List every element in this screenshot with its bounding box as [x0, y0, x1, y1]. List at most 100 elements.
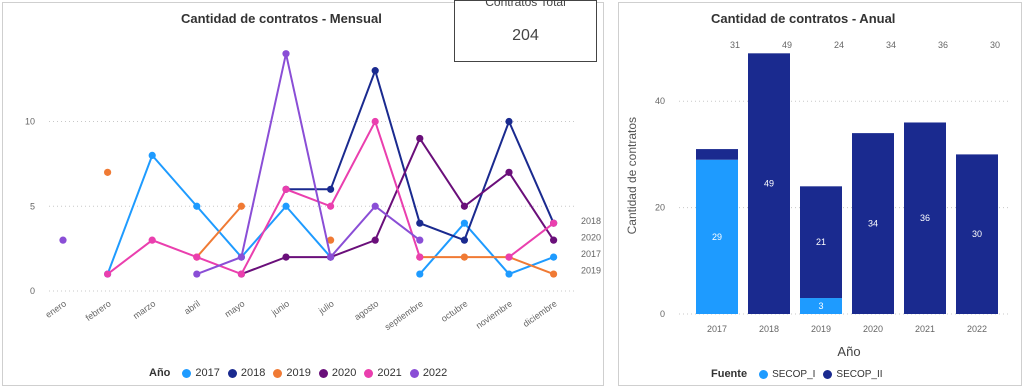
data-point-2017	[148, 151, 156, 159]
end-label: 2019	[581, 266, 601, 276]
annual-legend-items: SECOP_I SECOP_II	[755, 369, 883, 380]
legend-dot-2017	[182, 368, 192, 378]
data-point-2021	[371, 117, 379, 126]
bar-SECOP_II	[956, 154, 998, 314]
data-point-2018	[505, 117, 513, 126]
x-tick-label: enero	[44, 298, 69, 319]
monthly-legend-items: 2017 2018 2019 2020 2021 2022	[178, 367, 447, 379]
legend-label-2022: 2022	[422, 367, 448, 379]
legend-label-SECOP_II: SECOP_II	[836, 368, 883, 380]
data-point-2017	[550, 253, 558, 261]
bar-value-label: 21	[816, 237, 826, 247]
data-point-2019	[460, 253, 468, 261]
data-point-2020	[460, 202, 468, 210]
series-line-2021	[106, 118, 421, 276]
total-label: 36	[938, 40, 948, 50]
legend-label-2018: 2018	[240, 367, 266, 379]
bar-SECOP_II	[748, 53, 790, 314]
bar-value-label: 30	[972, 229, 982, 239]
data-point-2021	[237, 270, 245, 278]
x-tick-label: 2022	[967, 324, 987, 334]
x-tick-label: 2021	[915, 324, 935, 334]
monthly-legend-title: Año	[149, 367, 171, 379]
bar-value-label: 3	[818, 301, 823, 311]
x-axis-title: Año	[837, 344, 860, 359]
data-point-2021	[148, 236, 156, 244]
data-point-2020	[505, 168, 513, 176]
total-contracts-label: Contratos Total	[485, 0, 566, 9]
data-point-2021	[193, 253, 201, 261]
data-point-2020	[282, 253, 290, 261]
end-label: 2017	[581, 249, 601, 259]
data-point-2017	[460, 219, 468, 227]
x-tick-label: junio	[269, 298, 291, 318]
x-tick-label: noviembre	[474, 298, 514, 330]
x-tick-label: julio	[316, 298, 336, 316]
data-point-2019	[327, 236, 335, 244]
x-tick-label: septiembre	[383, 298, 425, 332]
x-tick-label: marzo	[131, 298, 157, 321]
data-point-2021	[327, 202, 335, 210]
bar-value-label: 34	[868, 219, 878, 229]
data-point-2022	[327, 253, 335, 261]
data-point-2017	[282, 202, 290, 210]
data-point-2018	[416, 219, 424, 227]
x-tick-label: octubre	[439, 298, 469, 323]
annual-chart-title: Cantidad de contratos - Anual	[711, 11, 896, 26]
data-point-2020	[416, 134, 424, 143]
total-contracts-card: Contratos Total 204	[454, 0, 597, 62]
data-point-2020	[550, 236, 558, 244]
annual-legend-title: Fuente	[711, 368, 748, 380]
data-point-2017	[416, 270, 424, 278]
total-label: 24	[834, 40, 844, 50]
legend-dot-2021	[364, 368, 374, 378]
legend-dot-2020	[318, 368, 328, 378]
data-point-2022	[282, 50, 290, 58]
bar-SECOP_II	[800, 186, 842, 299]
y-tick-label: 10	[25, 117, 35, 127]
x-tick-label: 2019	[811, 324, 831, 334]
legend-dot-2022	[409, 368, 419, 378]
data-point-2022	[416, 236, 424, 244]
legend-dot-2019	[273, 368, 283, 378]
data-point-2018	[327, 185, 335, 193]
data-point-2021	[416, 253, 424, 261]
annual-chart-panel: Cantidad de contratos - Anual 0 20 40 Canti…	[618, 2, 1022, 386]
bar-SECOP_I	[696, 159, 738, 314]
data-point-2022	[237, 253, 245, 261]
x-tick-label: 2017	[707, 324, 727, 334]
total-label: 49	[782, 40, 792, 50]
x-tick-label: 2020	[863, 324, 883, 334]
total-contracts-value: 204	[512, 27, 539, 44]
total-label: 34	[886, 40, 896, 50]
data-point-2019	[550, 270, 558, 278]
legend-dot-SECOP_I	[759, 369, 769, 379]
annual-bar-chart: 0 20 40 Cantidad de contratos Año 29 31 2017 49 4…	[625, 40, 1011, 359]
y-tick-label: 20	[655, 203, 665, 213]
x-tick-label: febrero	[84, 298, 113, 323]
legend-label-2020: 2020	[331, 367, 357, 379]
monthly-legend: Año 2017 2018 2019 2020 2021 2022	[149, 367, 447, 379]
data-point-2018	[460, 236, 468, 244]
data-point-2019	[237, 202, 245, 210]
data-point-2017	[505, 270, 513, 278]
monthly-line-chart: 0 5 10 enero febrero marzo abril mayo junio julio…	[25, 50, 601, 332]
y-axis-title: Cantidad de contratos	[625, 117, 639, 234]
y-tick-label: 40	[655, 96, 665, 106]
data-point-2022	[371, 202, 379, 210]
series-line-2019	[419, 256, 554, 275]
monthly-chart-title: Cantidad de contratos - Mensual	[181, 11, 382, 26]
legend-dot-SECOP_II	[823, 369, 833, 379]
legend-label-SECOP_I: SECOP_I	[772, 368, 816, 380]
end-label: 2018	[581, 216, 601, 226]
data-point-2021	[550, 219, 558, 227]
monthly-chart-panel: Cantidad de contratos - Mensual 0 5 10 ener…	[2, 2, 604, 386]
bar-value-label: 36	[920, 213, 930, 223]
series-line-2021	[508, 222, 555, 258]
total-label: 30	[990, 40, 1000, 50]
annual-legend: Fuente SECOP_I SECOP_II	[711, 368, 883, 380]
bar-value-label: 49	[764, 179, 774, 189]
x-tick-label: mayo	[223, 298, 247, 319]
bar-SECOP_II	[852, 133, 894, 314]
data-point-2020	[371, 236, 379, 244]
